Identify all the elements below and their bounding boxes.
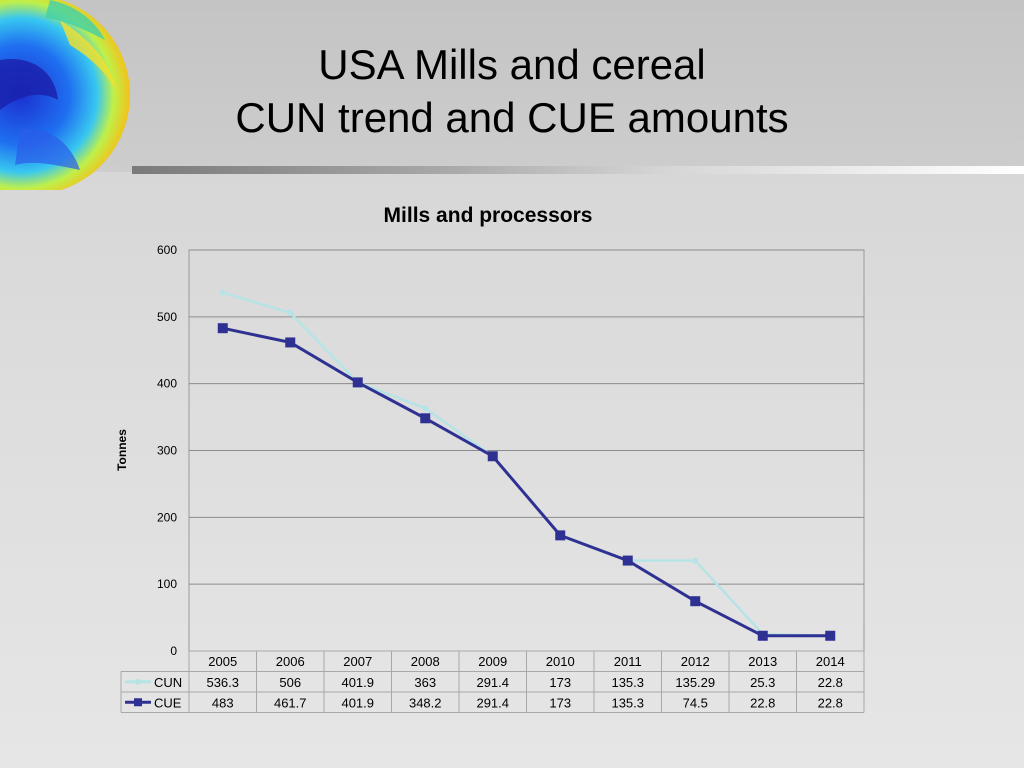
series-line-cue <box>222 326 831 638</box>
data-point-cue <box>217 323 228 334</box>
table-value: 536.3 <box>206 675 239 690</box>
category-label: 2007 <box>343 654 372 669</box>
slide-header <box>0 0 1024 172</box>
category-label: 2013 <box>748 654 777 669</box>
data-point-cue <box>757 630 768 641</box>
table-value: 135.3 <box>611 675 644 690</box>
table-value: 135.29 <box>675 675 715 690</box>
table-value: 173 <box>549 675 571 690</box>
legend-label: CUE <box>154 695 182 710</box>
category-label: 2009 <box>478 654 507 669</box>
data-point-cun <box>692 557 699 564</box>
table-value: 506 <box>279 675 301 690</box>
category-label: 2010 <box>546 654 575 669</box>
category-label: 2011 <box>614 654 642 669</box>
table-value: 173 <box>549 695 571 710</box>
data-point-cue <box>690 596 701 607</box>
y-axis-label: Tonnes <box>115 429 129 471</box>
data-point-cue <box>555 530 566 541</box>
table-value: 483 <box>212 695 234 710</box>
table-value: 22.8 <box>750 695 775 710</box>
data-point-cue <box>352 377 363 388</box>
table-value: 22.8 <box>818 695 843 710</box>
table-value: 401.9 <box>341 695 374 710</box>
y-tick-label: 100 <box>157 577 177 591</box>
table-value: 291.4 <box>476 695 509 710</box>
data-point-cun <box>219 289 226 296</box>
y-tick-label: 400 <box>157 377 177 391</box>
data-point-cue <box>285 337 296 348</box>
table-value: 461.7 <box>274 695 307 710</box>
legend-key-marker <box>135 678 141 685</box>
data-point-cun <box>422 405 429 412</box>
legend-key-marker <box>134 698 142 707</box>
y-tick-label: 300 <box>157 444 177 458</box>
legend-label: CUN <box>154 675 182 690</box>
table-value: 135.3 <box>611 695 644 710</box>
table-value: 291.4 <box>476 675 509 690</box>
slide-title-line-1: USA Mills and cereal <box>318 41 706 88</box>
category-label: 2014 <box>816 654 845 669</box>
table-value: 401.9 <box>341 675 374 690</box>
category-label: 2005 <box>208 654 237 669</box>
category-label: 2008 <box>411 654 440 669</box>
category-label: 2012 <box>681 654 710 669</box>
table-value: 363 <box>414 675 436 690</box>
table-value: 25.3 <box>750 675 775 690</box>
category-label: 2006 <box>276 654 305 669</box>
data-point-cun <box>287 309 294 316</box>
title-divider <box>132 166 1024 174</box>
globe-image <box>0 0 132 190</box>
data-point-cue <box>622 555 633 566</box>
y-tick-label: 500 <box>157 310 177 324</box>
table-value: 22.8 <box>818 675 843 690</box>
table-value: 74.5 <box>683 695 708 710</box>
data-point-cue <box>487 451 498 462</box>
y-tick-label: 200 <box>157 510 177 524</box>
data-point-cue <box>825 630 836 641</box>
chart-title: Mills and processors <box>383 204 593 227</box>
y-tick-label: 0 <box>170 644 177 658</box>
data-point-cue <box>420 413 431 424</box>
y-tick-label: 600 <box>157 243 177 257</box>
slide-title-line-2: CUN trend and CUE amounts <box>235 94 789 141</box>
table-value: 348.2 <box>409 695 442 710</box>
slide-title: USA Mills and cereal CUN trend and CUE a… <box>160 38 864 144</box>
